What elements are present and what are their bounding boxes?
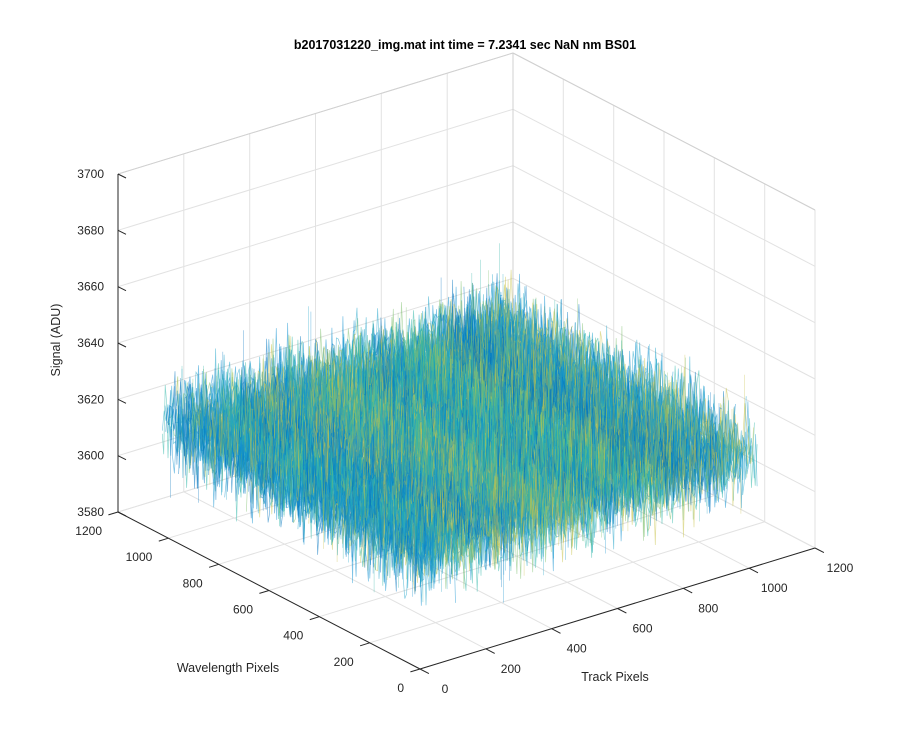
x-tick-mark	[814, 547, 825, 554]
y-tick-mark	[359, 642, 370, 647]
chart-title: b2017031220_img.mat int time = 7.2341 se…	[294, 38, 636, 52]
y-tick-mark	[309, 616, 320, 621]
grid-line	[512, 165, 816, 324]
z-tick-label: 3700	[77, 167, 104, 181]
x-tick-label: 200	[501, 662, 521, 676]
y-tick-label: 1000	[126, 550, 153, 564]
grid-line	[117, 108, 514, 231]
y-tick-mark	[259, 590, 270, 594]
z-tick-mark	[117, 229, 127, 235]
x-tick-label: 1000	[761, 581, 788, 595]
grid-line	[369, 521, 765, 644]
z-tick-label: 3600	[77, 449, 104, 463]
x-tick-label: 400	[567, 642, 587, 656]
z-tick-label: 3680	[77, 223, 104, 237]
z-tick-label: 3640	[77, 336, 104, 350]
x-tick-label: 600	[632, 622, 652, 636]
y-tick-mark	[158, 537, 169, 542]
y-tick-label: 200	[334, 655, 354, 669]
y-tick-label: 400	[283, 629, 303, 643]
x-tick-label: 0	[442, 682, 449, 696]
grid-line	[117, 221, 514, 344]
z-axis-label: Signal (ADU)	[49, 304, 63, 377]
grid-line	[512, 221, 816, 380]
x-tick-mark	[748, 567, 759, 574]
grid-line	[117, 277, 514, 400]
z-tick-mark	[117, 286, 127, 292]
x-tick-mark	[485, 648, 495, 654]
x-tick-mark	[419, 668, 430, 675]
z-tick-label: 3660	[77, 280, 104, 294]
y-tick-label: 1200	[75, 524, 102, 538]
tick-labels: 0 200 400 600 800 1000 1200 0 200 400 600 800 1000 12…	[75, 167, 853, 696]
z-tick-mark	[117, 342, 127, 348]
axes-frame	[108, 173, 825, 675]
z-tick-mark	[117, 173, 127, 179]
back-edge	[512, 52, 816, 211]
grid-line	[512, 108, 816, 267]
y-tick-label: 0	[397, 681, 404, 695]
y-tick-label: 600	[233, 603, 253, 617]
y-tick-mark	[208, 563, 219, 568]
x-tick-mark	[617, 608, 627, 614]
x-tick-label: 1200	[827, 561, 854, 575]
grid-line	[117, 165, 514, 288]
z-tick-mark	[117, 398, 127, 404]
z-tick-label: 3620	[77, 392, 104, 406]
y-axis-label: Wavelength Pixels	[177, 661, 279, 675]
surface-mesh	[161, 243, 758, 606]
y-tick-mark	[410, 668, 421, 673]
x-tick-mark	[551, 628, 561, 634]
z-tick-label: 3580	[77, 505, 104, 519]
z-tick-mark	[117, 511, 127, 517]
grid-line	[512, 277, 816, 436]
y-tick-label: 800	[183, 576, 203, 590]
z-tick-mark	[117, 455, 127, 461]
x-tick-label: 800	[698, 601, 718, 615]
x-tick-mark	[683, 587, 693, 594]
x-axis-label: Track Pixels	[581, 670, 649, 684]
y-tick-mark	[108, 511, 119, 516]
surface-trace	[164, 282, 503, 474]
back-edge	[117, 52, 514, 175]
